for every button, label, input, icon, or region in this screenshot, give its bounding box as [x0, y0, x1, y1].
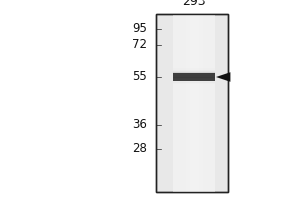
- Bar: [172, 81, 214, 83]
- Bar: [206, 14, 207, 192]
- Bar: [204, 14, 206, 192]
- Bar: [203, 14, 204, 192]
- Bar: [172, 73, 214, 81]
- Text: 55: 55: [132, 71, 147, 84]
- Bar: [212, 14, 213, 192]
- Bar: [190, 14, 191, 192]
- Bar: [193, 14, 194, 192]
- Bar: [197, 14, 199, 192]
- Bar: [172, 71, 214, 73]
- Bar: [172, 68, 214, 70]
- Bar: [183, 14, 184, 192]
- Bar: [156, 14, 228, 192]
- Bar: [172, 75, 214, 76]
- Bar: [194, 14, 196, 192]
- Bar: [191, 14, 193, 192]
- Bar: [172, 79, 214, 80]
- Bar: [172, 73, 214, 75]
- Bar: [196, 14, 197, 192]
- Bar: [210, 14, 211, 192]
- Bar: [213, 14, 214, 192]
- Bar: [174, 14, 175, 192]
- Bar: [187, 14, 188, 192]
- Bar: [156, 14, 228, 192]
- Bar: [200, 14, 201, 192]
- Bar: [172, 14, 214, 192]
- Bar: [180, 14, 181, 192]
- Bar: [172, 14, 174, 192]
- Bar: [172, 82, 214, 84]
- Bar: [176, 14, 177, 192]
- Text: 36: 36: [132, 118, 147, 132]
- Text: 72: 72: [132, 38, 147, 51]
- Text: 293: 293: [182, 0, 205, 8]
- Bar: [188, 14, 190, 192]
- Bar: [184, 14, 185, 192]
- Bar: [172, 80, 214, 81]
- Bar: [181, 14, 183, 192]
- Bar: [199, 14, 200, 192]
- Text: 95: 95: [132, 22, 147, 36]
- Bar: [172, 77, 214, 79]
- Polygon shape: [216, 72, 230, 82]
- Text: 28: 28: [132, 142, 147, 156]
- Bar: [185, 14, 187, 192]
- Bar: [202, 14, 203, 192]
- Bar: [172, 72, 214, 74]
- Bar: [177, 14, 178, 192]
- Bar: [172, 70, 214, 71]
- Bar: [178, 14, 180, 192]
- Bar: [209, 14, 210, 192]
- Bar: [207, 14, 209, 192]
- Bar: [214, 14, 216, 192]
- Bar: [172, 76, 214, 78]
